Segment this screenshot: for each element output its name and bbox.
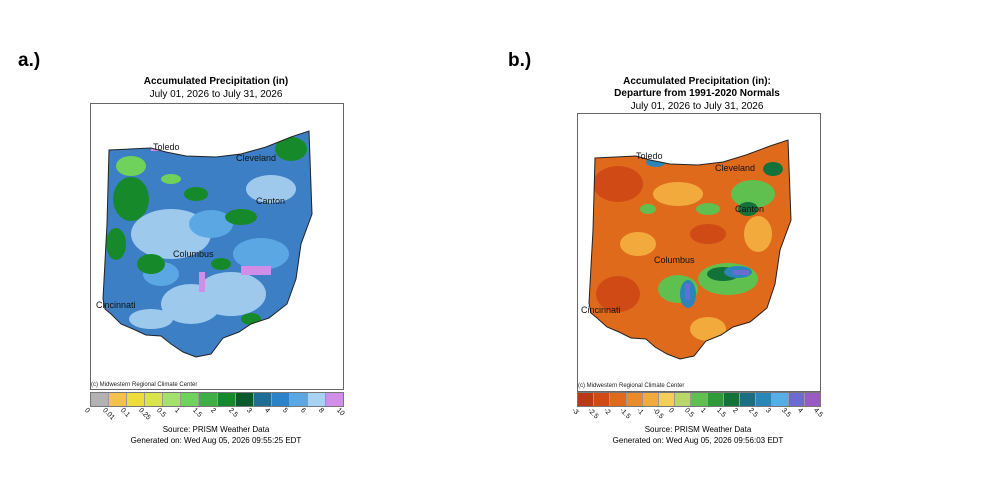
panel-b-city-toledo: Toledo [636,151,663,161]
panel-b-city-columbus: Columbus [654,255,695,265]
panel-a-legend-swatch [91,393,110,406]
panel-b-map: Toledo Cleveland Canton Columbus Cincinn… [577,113,821,392]
panel-a-city-canton: Canton [256,196,285,206]
panel-b-label: b.) [508,50,532,71]
panel-b-legend-swatch [804,393,821,406]
panel-a-legend-tick-label: 10 [335,407,346,418]
panel-b-legend [577,392,821,407]
panel-a-credit: (c) Midwestern Regional Climate Center [91,382,198,388]
panel-b-legend-tick-label: -1 [634,407,644,417]
panel-a-legend-swatch [271,393,290,406]
panel-b-legend-tick-label: 2 [731,407,740,415]
panel-b-city-cleveland: Cleveland [715,163,755,173]
panel-a-legend-tick-label: 5 [281,407,289,415]
panel-a-label: a.) [18,50,41,71]
panel-b-legend-tick-label: 3.5 [779,407,792,419]
panel-b-title: Accumulated Precipitation (in): [623,76,771,87]
panel-a-legend-tick-label: 6 [299,407,307,415]
panel-a-legend-swatch [217,393,236,406]
panel-a-legend-swatch [127,393,146,406]
panel-b-title2: Departure from 1991-2020 Normals [614,88,780,99]
panel-a-map: Toledo Cleveland Canton Columbus Cincinn… [90,103,344,390]
panel-a-legend-swatch [289,393,308,406]
panel-a-legend [90,392,344,407]
panel-b-map-svg: Toledo Cleveland Canton Columbus Cincinn… [581,139,792,360]
panel-a-legend-tick-label: 2 [209,407,217,415]
panel-b-legend-tick-label: 0 [666,407,675,415]
panel-b-legend-tick-label: -0.5 [650,407,665,421]
panel-a-city-toledo: Toledo [153,142,180,152]
panel-a-legend-swatch [253,393,272,406]
panel-b-city-canton: Canton [735,204,764,214]
panel-b-legend-tick-label: -1.5 [618,407,632,421]
panel-b-legend-swatch [707,393,724,406]
panel-b-legend-swatch [659,393,676,406]
panel-b-legend-swatch [723,393,741,406]
panel-b-legend-swatch [788,393,805,406]
panel-a-city-columbus: Columbus [173,249,214,259]
panel-a-subtitle: July 01, 2026 to July 31, 2026 [149,89,283,100]
panel-b-legend-tick-label: 3 [763,407,772,415]
panel-a-legend-tick-label: 0.01 [101,407,116,422]
panel-b-city-cincinnati: Cincinnati [581,305,621,315]
panel-a-legend-tick-label: 1 [173,407,181,415]
panel-a-legend-tick-label: 4 [263,407,271,415]
panel-a-legend-tick-label: 0.1 [119,407,131,419]
panel-b-legend-tick-label: -2.5 [586,407,600,421]
panel-b-legend-swatch [772,393,789,406]
panel-b-legend-tick-label: 0.5 [682,407,695,419]
panel-b-legend-tick-label: -2 [602,407,612,417]
panel-b-legend-tick-label: 1 [699,407,707,415]
panel-b-legend-tick-label: 4 [795,407,804,415]
panel-b-generated: Generated on: Wed Aug 05, 2026 09:56:03 … [612,436,784,445]
panel-b-legend-tick-label: -3 [570,407,580,417]
panel-a-legend-swatch [163,393,182,406]
panel-a-legend-swatch [145,393,164,406]
panel-b-legend-tick-label: 1.5 [715,407,728,419]
panel-a-legend-tick-label: 8 [317,407,325,415]
panel-a-legend-tick-label: 0 [83,407,91,415]
panel-a-legend-swatch [235,393,254,406]
panel-a-legend-tick-label: 3 [245,407,253,415]
panel-a-legend-tick-label: 1.5 [191,407,203,419]
panel-b-legend-ticks: -3 -2.5 -2 -1.5 -1 -0.5 0 0.5 1 1.5 2 2.5 3 3.5 4 4.5 [570,407,824,421]
panel-a-city-cleveland: Cleveland [236,153,276,163]
panel-a-city-cincinnati: Cincinnati [96,300,136,310]
panel-b-source: Source: PRISM Weather Data [644,425,752,434]
panel-b-credit: (c) Midwestern Regional Climate Center [578,383,685,389]
panel-a-legend-swatch [181,393,200,406]
panel-b-legend-swatch [610,393,627,406]
panel-a-legend-tick-label: 0.5 [155,407,167,419]
panel-a-title: Accumulated Precipitation (in) [143,76,289,87]
panel-a-legend-tick-label: 0.25 [137,407,152,422]
panel-b-legend-swatch [756,393,773,406]
panel-a-map-svg: Toledo Cleveland Canton Columbus Cincinn… [96,130,313,358]
panel-a-legend-ticks: 0 0.01 0.1 0.25 0.5 1 1.5 2 2.5 3 4 5 6 8 10 [83,407,346,422]
panel-b-legend-swatch [675,393,692,406]
panel-b-legend-swatch [626,393,643,406]
panel-a-legend-swatch [307,393,327,406]
panel-b-legend-tick-label: 2.5 [747,407,760,419]
panel-a-source: Source: PRISM Weather Data [162,425,270,434]
panel-a-legend-swatch [109,393,128,406]
panel-a-legend-swatch [199,393,218,406]
panel-b-legend-swatch [642,393,660,406]
panel-a-legend-tick-label: 2.5 [227,407,239,419]
panel-b-legend-swatch [740,393,757,406]
panel-b-legend-tick-label: 4.5 [812,407,824,419]
panel-b-legend-swatch [691,393,708,406]
panel-a-generated: Generated on: Wed Aug 05, 2026 09:55:25 … [130,436,302,445]
panel-b-legend-swatch [578,393,595,406]
panel-b-legend-swatch [594,393,611,406]
panel-a-legend-swatch [326,393,344,406]
panel-b-subtitle: July 01, 2026 to July 31, 2026 [630,101,764,112]
